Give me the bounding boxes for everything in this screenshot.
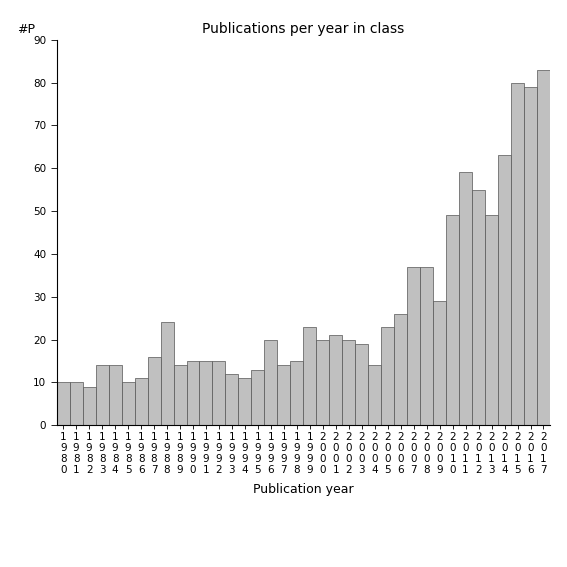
Bar (524, 87, 537, 425)
Bar (537, 70, 550, 425)
X-axis label: Publication year: Publication year (253, 483, 354, 496)
Bar (368, 365, 381, 425)
Bar (147, 357, 160, 425)
Bar (433, 301, 446, 425)
Bar (342, 340, 356, 425)
Bar (213, 361, 226, 425)
Bar (200, 361, 213, 425)
Bar (174, 365, 187, 425)
Bar (251, 370, 264, 425)
Bar (96, 365, 109, 425)
Bar (472, 189, 485, 425)
Bar (420, 266, 433, 425)
Bar (83, 387, 96, 425)
Bar (121, 382, 134, 425)
Bar (303, 327, 316, 425)
Bar (459, 172, 472, 425)
Bar (264, 340, 277, 425)
Bar (57, 382, 70, 425)
Bar (485, 215, 498, 425)
Bar (160, 323, 174, 425)
Bar (187, 361, 200, 425)
Bar (446, 215, 459, 425)
Bar (394, 314, 407, 425)
Bar (134, 378, 147, 425)
Bar (511, 83, 524, 425)
Bar (498, 155, 511, 425)
Bar (239, 378, 251, 425)
Bar (316, 340, 329, 425)
Bar (70, 382, 83, 425)
Bar (226, 374, 239, 425)
Bar (356, 344, 368, 425)
Bar (109, 365, 121, 425)
Text: #P: #P (17, 23, 35, 36)
Title: Publications per year in class: Publications per year in class (202, 22, 404, 36)
Bar (407, 266, 420, 425)
Bar (329, 335, 342, 425)
Bar (381, 327, 394, 425)
Bar (277, 365, 290, 425)
Bar (290, 361, 303, 425)
